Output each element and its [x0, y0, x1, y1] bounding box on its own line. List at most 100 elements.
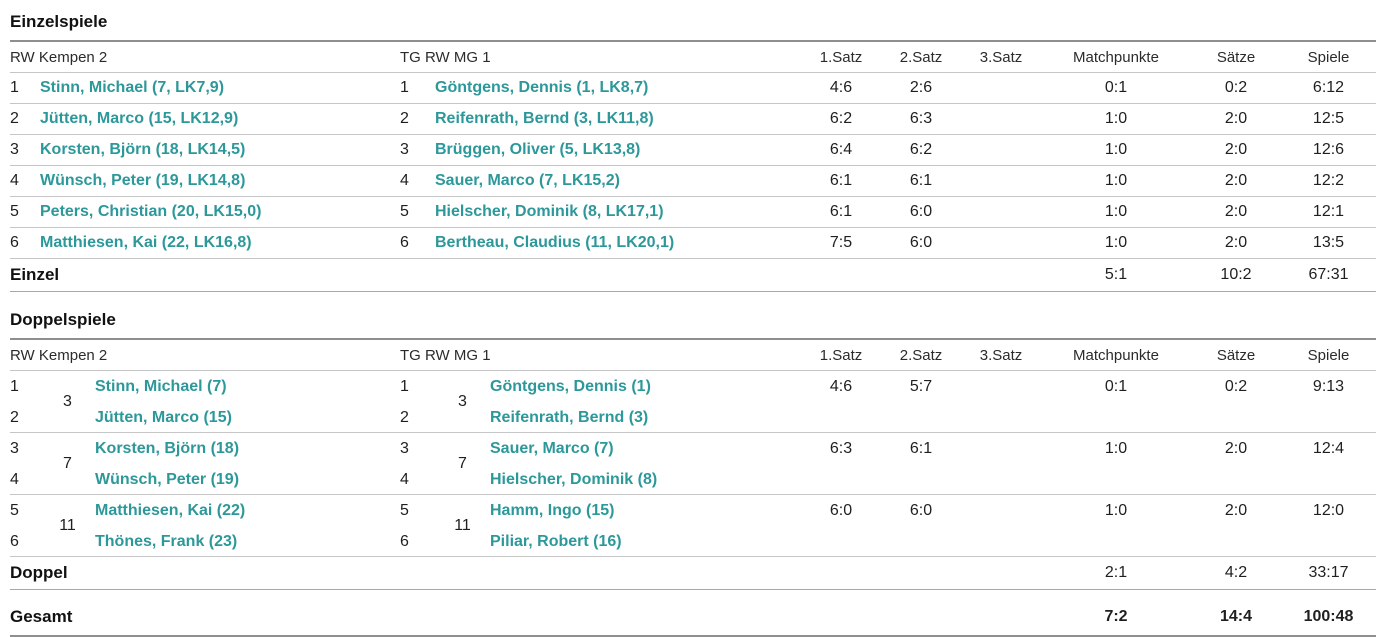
col-header-matchpunkte: Matchpunkte [1073, 48, 1159, 66]
match-position: 2 [10, 110, 19, 127]
away-player-link[interactable]: Hielscher, Dominik (8) [490, 471, 658, 488]
away-player-link[interactable]: Reifenrath, Bernd (3) [490, 409, 649, 426]
away-player-link[interactable]: Sauer, Marco (7) [490, 440, 614, 457]
home-player-link[interactable]: Stinn, Michael (7) [95, 378, 227, 395]
away-player-link[interactable]: Hielscher, Dominik (8, LK17,1) [435, 203, 664, 220]
away-player-link[interactable]: Göntgens, Dennis (1, LK8,7) [435, 79, 649, 96]
score-matchpunkte: 0:1 [1104, 79, 1128, 96]
pair-positions: 1 2 [400, 371, 435, 433]
away-player-link[interactable]: Bertheau, Claudius (11, LK20,1) [435, 234, 675, 251]
match-position: 3 [400, 141, 409, 158]
singles-match-row: 1 Stinn, Michael (7, LK7,9) 1 Göntgens, … [10, 73, 1376, 104]
score-satz2: 5:7 [909, 378, 933, 395]
score-matchpunkte: 1:0 [1104, 110, 1128, 127]
col-header-satz3: 3.Satz [979, 48, 1023, 66]
home-pair-rank: 11 [59, 517, 76, 534]
home-player-link[interactable]: Peters, Christian (20, LK15,0) [40, 203, 262, 220]
pair-position-2: 2 [400, 409, 409, 426]
singles-summary-row: Einzel 5:1 10:2 67:31 [10, 259, 1376, 292]
summary-saetze: 4:2 [1224, 564, 1248, 581]
home-player-link[interactable]: Wünsch, Peter (19, LK14,8) [40, 172, 246, 189]
score-satz2: 6:3 [909, 110, 933, 127]
score-matchpunkte: 1:0 [1104, 141, 1128, 158]
summary-saetze: 10:2 [1220, 266, 1252, 283]
home-player-link[interactable]: Thönes, Frank (23) [95, 533, 238, 550]
home-team-label: RW Kempen 2 [10, 48, 108, 66]
pair-position-1: 5 [400, 502, 409, 519]
col-header-saetze: Sätze [1216, 346, 1256, 364]
pair-position-1: 1 [400, 378, 409, 395]
singles-match-row: 4 Wünsch, Peter (19, LK14,8) 4 Sauer, Ma… [10, 166, 1376, 197]
score-spiele: 13:5 [1312, 234, 1345, 251]
score-matchpunkte: 1:0 [1104, 203, 1128, 220]
score-satz1: 4:6 [829, 79, 853, 96]
match-position: 2 [400, 110, 409, 127]
away-player-link[interactable]: Brüggen, Oliver (5, LK13,8) [435, 141, 641, 158]
match-position: 6 [10, 234, 19, 251]
score-spiele: 12:4 [1312, 440, 1345, 457]
score-spiele: 12:2 [1312, 172, 1345, 189]
away-player-link[interactable]: Hamm, Ingo (15) [490, 502, 615, 519]
score-satz1: 6:1 [829, 172, 853, 189]
singles-match-row: 5 Peters, Christian (20, LK15,0) 5 Hiels… [10, 197, 1376, 228]
pair-position-2: 4 [400, 471, 409, 488]
home-pair-rank: 7 [63, 455, 72, 472]
score-matchpunkte: 1:0 [1104, 234, 1128, 251]
home-player-link[interactable]: Stinn, Michael (7, LK7,9) [40, 79, 225, 96]
away-player-link[interactable]: Göntgens, Dennis (1) [490, 378, 651, 395]
score-saetze: 2:0 [1224, 502, 1248, 519]
col-header-satz2: 2.Satz [899, 346, 943, 364]
away-player-link[interactable]: Piliar, Robert (16) [490, 533, 622, 550]
score-satz2: 6:0 [909, 203, 933, 220]
score-satz1: 7:5 [829, 234, 853, 251]
match-position: 5 [400, 203, 409, 220]
score-spiele: 6:12 [1312, 79, 1345, 96]
pair-position-2: 6 [10, 533, 19, 550]
away-player-link[interactable]: Sauer, Marco (7, LK15,2) [435, 172, 620, 189]
doubles-match-row: 3 4 7 Korsten, Björn (18) Wünsch, Peter … [10, 433, 1376, 495]
total-label: Gesamt [10, 607, 73, 626]
home-pair-rank: 3 [63, 393, 72, 410]
score-saetze: 0:2 [1224, 79, 1248, 96]
score-saetze: 2:0 [1224, 110, 1248, 127]
summary-spiele: 33:17 [1308, 564, 1349, 581]
pair-position-2: 2 [10, 409, 19, 426]
pair-positions: 3 4 [10, 433, 40, 495]
away-player-link[interactable]: Reifenrath, Bernd (3, LK11,8) [435, 110, 654, 127]
score-satz2: 6:0 [909, 234, 933, 251]
home-player-link[interactable]: Korsten, Björn (18, LK14,5) [40, 141, 246, 158]
score-satz2: 6:0 [909, 502, 933, 519]
score-saetze: 2:0 [1224, 203, 1248, 220]
col-header-satz3: 3.Satz [979, 346, 1023, 364]
pair-positions: 3 4 [400, 433, 435, 495]
match-position: 1 [10, 79, 19, 96]
doubles-summary-row: Doppel 2:1 4:2 33:17 [10, 557, 1376, 590]
col-header-satz1: 1.Satz [819, 48, 863, 66]
score-spiele: 12:5 [1312, 110, 1345, 127]
summary-matchpunkte: 2:1 [1104, 564, 1128, 581]
score-saetze: 2:0 [1224, 172, 1248, 189]
pair-position-1: 3 [400, 440, 409, 457]
away-pair-players: Sauer, Marco (7) Hielscher, Dominik (8) [490, 433, 801, 495]
score-matchpunkte: 1:0 [1104, 172, 1128, 189]
home-player-link[interactable]: Jütten, Marco (15) [95, 409, 232, 426]
home-player-link[interactable]: Jütten, Marco (15, LK12,9) [40, 110, 239, 127]
match-position: 6 [400, 234, 409, 251]
home-player-link[interactable]: Matthiesen, Kai (22) [95, 502, 246, 519]
home-player-link[interactable]: Wünsch, Peter (19) [95, 471, 240, 488]
match-position: 4 [10, 172, 19, 189]
pair-position-2: 4 [10, 471, 19, 488]
score-satz1: 6:1 [829, 203, 853, 220]
score-saetze: 2:0 [1224, 234, 1248, 251]
home-player-link[interactable]: Matthiesen, Kai (22, LK16,8) [40, 234, 252, 251]
total-spiele: 100:48 [1303, 608, 1354, 625]
pair-positions: 5 6 [10, 495, 40, 557]
score-saetze: 0:2 [1224, 378, 1248, 395]
away-team-label: TG RW MG 1 [400, 48, 491, 66]
doubles-section: Doppelspiele RW Kempen 2 TG RW MG 1 1.Sa… [10, 306, 1376, 590]
away-pair-players: Hamm, Ingo (15) Piliar, Robert (16) [490, 495, 801, 557]
singles-header-row: RW Kempen 2 TG RW MG 1 1.Satz 2.Satz 3.S… [10, 42, 1376, 73]
score-spiele: 9:13 [1312, 378, 1345, 395]
away-team-label: TG RW MG 1 [400, 346, 491, 364]
home-player-link[interactable]: Korsten, Björn (18) [95, 440, 240, 457]
